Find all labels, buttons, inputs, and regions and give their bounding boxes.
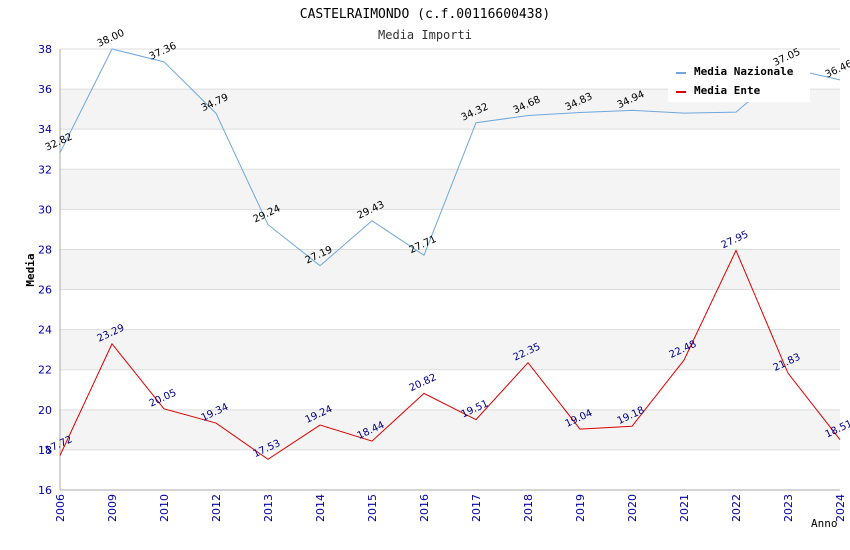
x-tick-label: 2019 bbox=[574, 494, 587, 522]
x-tick-label: 2023 bbox=[782, 494, 795, 522]
x-tick-label: 2024 bbox=[834, 494, 847, 522]
x-tick-label: 2009 bbox=[106, 494, 119, 522]
y-tick-label: 20 bbox=[38, 404, 52, 417]
data-label: 17.72 bbox=[44, 434, 75, 456]
x-tick-label: 2021 bbox=[678, 494, 691, 522]
series-line-media-ente bbox=[59, 249, 841, 460]
x-axis-label: Anno bbox=[811, 517, 838, 530]
x-tick-label: 2020 bbox=[626, 494, 639, 522]
x-tick-label: 2013 bbox=[262, 494, 275, 522]
chart-title: CASTELRAIMONDO (c.f.00116600438) bbox=[300, 7, 550, 22]
grid-band bbox=[60, 409, 840, 450]
y-tick-label: 30 bbox=[38, 203, 52, 216]
grid-band bbox=[60, 249, 840, 290]
x-tick-label: 2017 bbox=[470, 494, 483, 522]
y-tick-label: 32 bbox=[38, 163, 52, 176]
x-tick-label: 2022 bbox=[730, 494, 743, 522]
grid-band bbox=[60, 329, 840, 370]
y-tick-label: 22 bbox=[38, 364, 52, 377]
legend-background bbox=[668, 60, 810, 102]
x-tick-label: 2006 bbox=[54, 494, 67, 522]
y-axis-label: Media bbox=[24, 253, 37, 286]
y-tick-label: 24 bbox=[38, 324, 52, 337]
x-tick-label: 2010 bbox=[158, 494, 171, 522]
data-label: 36.46 bbox=[824, 59, 850, 81]
data-label: 20.05 bbox=[148, 388, 179, 410]
data-label: 37.36 bbox=[148, 41, 179, 63]
data-label: 38.00 bbox=[96, 28, 127, 50]
chart-subtitle: Media Importi bbox=[378, 28, 472, 42]
y-tick-labels: 16 18 20 22 24 26 28 30 32 34 36 38 bbox=[38, 43, 52, 497]
y-tick-label: 26 bbox=[38, 284, 52, 297]
x-tick-label: 2014 bbox=[314, 494, 327, 522]
x-tick-label: 2018 bbox=[522, 494, 535, 522]
y-tick-label: 16 bbox=[38, 484, 52, 497]
y-tick-label: 18 bbox=[38, 444, 52, 457]
x-tick-labels: 2006 2009 2010 2012 2013 2014 2015 2016 2017 2018… bbox=[54, 494, 847, 522]
data-label: 27.95 bbox=[720, 229, 751, 251]
x-tick-label: 2015 bbox=[366, 494, 379, 522]
legend-label-media-ente: Media Ente bbox=[694, 84, 761, 97]
series-lines bbox=[59, 48, 841, 460]
x-tick-label: 2016 bbox=[418, 494, 431, 522]
series-line-media-nazionale bbox=[59, 48, 841, 267]
legend-label-media-nazionale: Media Nazionale bbox=[694, 65, 794, 78]
y-tick-label: 36 bbox=[38, 83, 52, 96]
grid-lines bbox=[60, 48, 840, 491]
x-tick-label: 2012 bbox=[210, 494, 223, 522]
y-tick-label: 38 bbox=[38, 43, 52, 56]
data-label: 20.82 bbox=[408, 372, 439, 394]
y-tick-label: 28 bbox=[38, 243, 52, 256]
y-tick-label: 34 bbox=[38, 123, 52, 136]
legend: Media Nazionale Media Ente bbox=[668, 60, 810, 102]
